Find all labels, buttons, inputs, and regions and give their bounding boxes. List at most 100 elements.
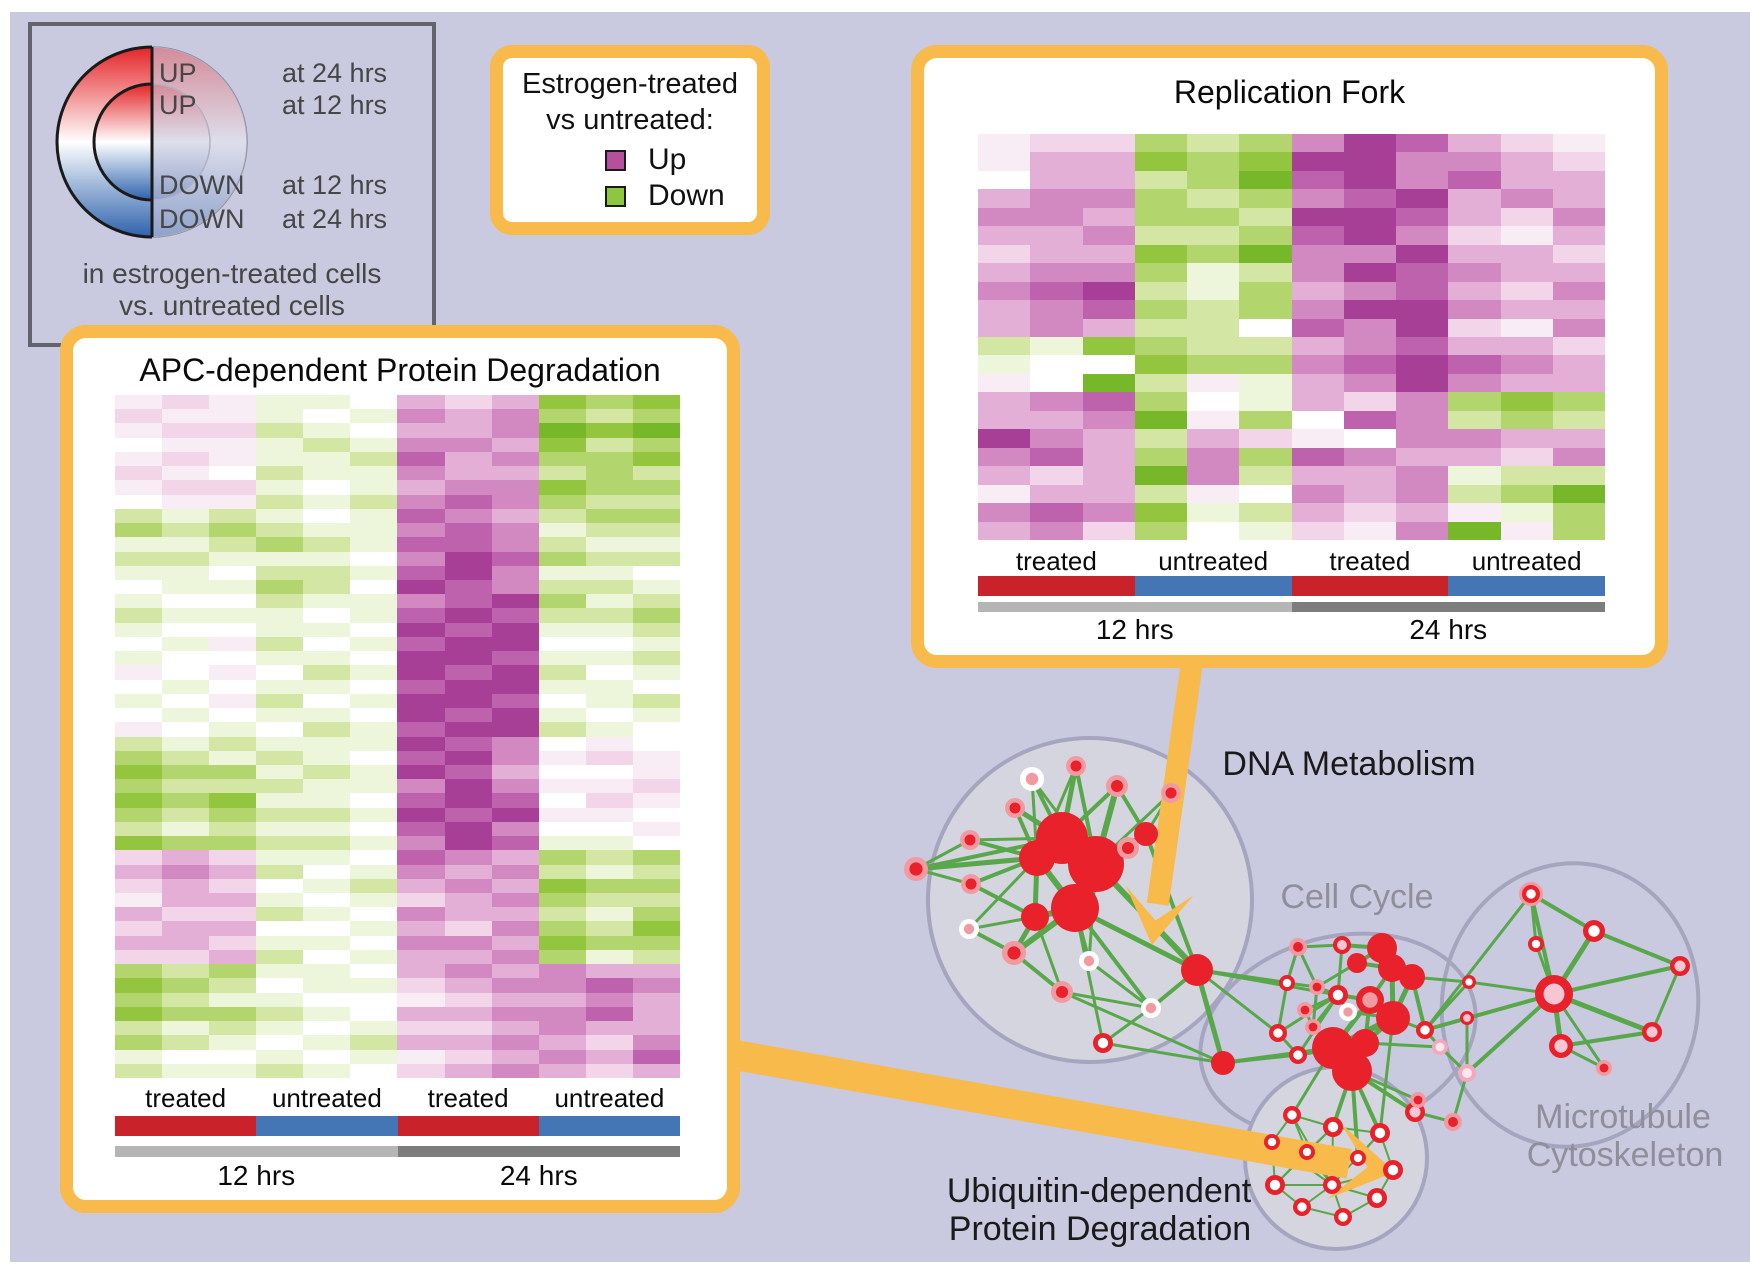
heatmap-cell	[350, 750, 398, 765]
network-node	[1308, 1022, 1318, 1032]
heatmap-cell	[585, 565, 633, 580]
heatmap-cell	[1500, 226, 1553, 245]
heatmap-cell	[444, 395, 492, 410]
network-node	[1267, 1137, 1277, 1147]
heatmap-cell	[350, 466, 398, 481]
replication-fork-panel-title: Replication Fork	[1173, 74, 1406, 110]
heatmap-cell	[1343, 337, 1396, 356]
group-label: untreated	[554, 1083, 665, 1113]
heatmap-cell	[162, 551, 210, 566]
heatmap-cell	[115, 1049, 163, 1064]
heatmap-cell	[209, 466, 257, 481]
heatmap-cell	[1291, 207, 1344, 227]
heatmap-cell	[397, 537, 445, 552]
heatmap-cell	[115, 494, 163, 509]
heatmap-cell	[397, 451, 445, 467]
network-node	[909, 862, 923, 876]
heatmap-cell	[1552, 152, 1605, 171]
heatmap-cell	[162, 1049, 210, 1064]
heatmap-cell	[1239, 410, 1292, 430]
heatmap-cell	[162, 665, 210, 680]
treated-bar-segment	[115, 1116, 257, 1136]
heatmap-cell	[397, 978, 445, 993]
heatmap-cell	[491, 964, 539, 979]
heatmap-cell	[632, 921, 680, 936]
network-node	[1021, 903, 1049, 931]
heatmap-cell	[115, 935, 163, 950]
heatmap-cell	[444, 693, 492, 709]
heatmap-cell	[1082, 503, 1135, 522]
heatmap-cell	[1291, 503, 1344, 522]
heatmap-cell	[1239, 337, 1292, 356]
heatmap-cell	[162, 1035, 210, 1050]
heatmap-cell	[256, 864, 304, 879]
heatmap-cell	[1134, 207, 1187, 227]
heatmap-cell	[303, 764, 351, 780]
heatmap-cell	[1134, 392, 1187, 411]
heatmap-cell	[585, 722, 633, 737]
heatmap-cell	[978, 134, 1031, 153]
heatmap-cell	[397, 693, 445, 709]
heatmap-cell	[1396, 226, 1449, 245]
heatmap-cell	[444, 1049, 492, 1064]
heatmap-cell	[585, 466, 633, 481]
heatmap-cell	[1291, 337, 1344, 356]
heatmap-cell	[1291, 521, 1344, 540]
heatmap-cell	[1500, 337, 1553, 356]
network-node	[1374, 1127, 1386, 1139]
heatmap-cell	[303, 551, 351, 566]
heatmap-cell	[115, 807, 163, 822]
heatmap-cell	[115, 992, 163, 1007]
heatmap-cell	[350, 551, 398, 566]
heatmap-cell	[444, 750, 492, 765]
heatmap-cell	[256, 437, 304, 452]
heatmap-cell	[1396, 429, 1449, 448]
heatmap-cell	[209, 921, 257, 936]
heatmap-cell	[1396, 263, 1449, 282]
heatmap-cell	[209, 494, 257, 509]
network-node	[1399, 964, 1425, 990]
heatmap-cell	[1239, 300, 1292, 319]
heatmap-cell	[444, 793, 492, 808]
heatmap-cell	[162, 437, 210, 452]
heatmap-cell	[162, 921, 210, 936]
heatmap-cell	[1500, 152, 1553, 171]
heatmap-cell	[350, 395, 398, 410]
heatmap-cell	[115, 1063, 163, 1078]
heatmap-cell	[303, 736, 351, 751]
heatmap-cell	[491, 551, 539, 566]
heatmap-cell	[585, 1035, 633, 1050]
heatmap-cell	[1082, 466, 1135, 485]
heatmap-cell	[632, 750, 680, 765]
heatmap-cell	[1134, 152, 1187, 171]
heatmap-cell	[491, 949, 539, 965]
heatmap-cell	[978, 355, 1031, 374]
heatmap-cell	[397, 579, 445, 595]
heatmap-cell	[303, 850, 351, 865]
network-node	[1009, 802, 1021, 814]
heatmap-cell	[350, 1006, 398, 1022]
heatmap-cell	[256, 821, 304, 837]
heatmap-cell	[632, 480, 680, 495]
heatmap-cell	[350, 793, 398, 808]
heatmap-cell	[115, 693, 163, 709]
heatmap-cell	[162, 494, 210, 509]
heatmap-cell	[632, 508, 680, 524]
network-node	[965, 878, 977, 890]
heatmap-cell	[350, 935, 398, 950]
heatmap-cell	[585, 921, 633, 936]
heatmap-cell	[209, 651, 257, 666]
heatmap-cell	[491, 807, 539, 822]
heatmap-cell	[162, 565, 210, 580]
heatmap-cell	[1239, 263, 1292, 282]
heatmap-cell	[1187, 447, 1240, 467]
heatmap-cell	[1030, 373, 1083, 393]
heatmap-cell	[1030, 429, 1083, 448]
estrogen-legend-items: Up Down	[503, 143, 757, 212]
heatmap-cell	[978, 263, 1031, 282]
heatmap-cell	[256, 779, 304, 794]
heatmap-cell	[1187, 244, 1240, 264]
heatmap-cell	[538, 608, 586, 623]
heatmap-cell	[397, 1063, 445, 1078]
heatmap-cell	[256, 537, 304, 552]
